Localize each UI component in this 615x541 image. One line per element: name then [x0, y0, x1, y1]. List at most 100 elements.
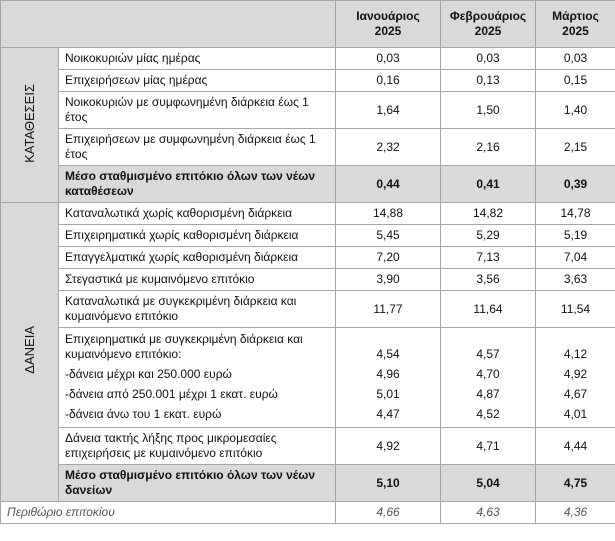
row-label: Καταναλωτικά χωρίς καθορισμένη διάρκεια — [58, 202, 336, 225]
subrow-label: -δάνεια από 250.001 μέχρι 1 εκατ. ευρώ — [65, 387, 278, 401]
value-cell: 4,12 4,92 4,67 4,01 — [535, 327, 615, 428]
data-row: ΔΑΝΕΙΑ Καταναλωτικά χωρίς καθορισμένη διά… — [0, 202, 615, 502]
value-cell: 1,40 — [535, 91, 615, 129]
row-label: Επιχειρήσεων με συμφωνημένη διάρκεια έως… — [58, 128, 336, 166]
rates-table: Ιανουάριος 2025 Φεβρουάριος 2025 Μάρτιος 2025… — [0, 0, 615, 524]
value-cell: 0,15 — [535, 69, 615, 92]
value-cell: 1,64 — [335, 91, 441, 129]
row-label: Καταναλωτικά με συγκεκριμένη διάρκεια κα… — [58, 290, 336, 328]
subrow-label: -δάνεια μέχρι και 250.000 ευρώ — [65, 367, 232, 381]
data-row: Νοικοκυριών με συμφωνημένη διάρκεια έως … — [1, 91, 615, 129]
spacer — [447, 332, 529, 344]
value-cell: 4,54 4,96 5,01 4,47 — [335, 327, 441, 428]
table-body: ΚΑΤΑΘΕΣΕΙΣ Νοικοκυριών μίας ημέρας 0,03 0,0… — [0, 47, 615, 524]
data-row: Επιχειρηματικά με συγκεκριμένη διάρκεια … — [1, 327, 615, 428]
value-cell: 5,19 — [535, 224, 615, 247]
value-cell: 3,63 — [535, 268, 615, 291]
value-cell: 2,32 — [335, 128, 441, 166]
spacer — [542, 332, 609, 344]
subrow-value: 4,52 — [476, 407, 500, 421]
column-header: Ιανουάριος 2025 — [335, 0, 441, 48]
value-cell: 0,13 — [440, 69, 536, 92]
header-year: 2025 — [562, 24, 589, 38]
value-cell: 7,04 — [535, 246, 615, 269]
subrow-value: 4,87 — [476, 387, 500, 401]
row-label: Επιχειρήσεων μίας ημέρας — [58, 69, 336, 92]
footer-row: Περιθώριο επιτοκίου 4,66 4,63 4,36 — [0, 501, 615, 524]
value-cell: 14,78 — [535, 202, 615, 225]
column-header: Μάρτιος 2025 — [535, 0, 615, 48]
value-cell: 0,03 — [535, 47, 615, 70]
value-cell: 0,39 — [535, 165, 615, 203]
subrow-value: 4,70 — [476, 367, 500, 381]
value-cell: 0,03 — [335, 47, 441, 70]
value-cell: 1,50 — [440, 91, 536, 129]
column-header: Φεβρουάριος 2025 — [440, 0, 536, 48]
value-cell: 5,29 — [440, 224, 536, 247]
subrow-value: 4,01 — [563, 407, 588, 421]
row-label: Νοικοκυριών μίας ημέρας — [58, 47, 336, 70]
row-label: Μέσο σταθμισμένο επιτόκιο όλων των νέων … — [58, 165, 336, 203]
data-row: Επιχειρήσεων με συμφωνημένη διάρκεια έως… — [1, 128, 615, 166]
row-label: Δάνεια τακτής λήξης προς μικρομεσαίες επ… — [58, 427, 336, 465]
value-cell: 4,92 — [335, 427, 441, 465]
value-cell: 4,75 — [535, 464, 615, 502]
header-month: Φεβρουάριος — [449, 9, 527, 23]
header-year: 2025 — [474, 24, 502, 38]
row-label: Στεγαστικά με κυμαινόμενο επιτόκιο — [58, 268, 336, 291]
footer-value: 4,66 — [335, 501, 441, 524]
value: 4,12 — [563, 347, 588, 361]
header-year: 2025 — [374, 24, 402, 38]
value-cell: 3,90 — [335, 268, 441, 291]
value-cell: 5,10 — [335, 464, 441, 502]
data-row: Δάνεια τακτής λήξης προς μικρομεσαίες επ… — [1, 427, 615, 465]
data-row: Στεγαστικά με κυμαινόμενο επιτόκιο 3,90 3,… — [1, 268, 615, 291]
data-row: ΚΑΤΑΘΕΣΕΙΣ Νοικοκυριών μίας ημέρας 0,03 0,0… — [0, 47, 615, 203]
data-row: Επιχειρηματικά χωρίς καθορισμένη διάρκει… — [1, 224, 615, 247]
subrow-value: 4,47 — [376, 407, 400, 421]
header-row: Ιανουάριος 2025 Φεβρουάριος 2025 Μάρτιος 2025 — [0, 0, 615, 48]
subrow-value: 5,01 — [376, 387, 400, 401]
subrow-value: 4,92 — [563, 367, 588, 381]
value-cell: 5,45 — [335, 224, 441, 247]
row-label: Μέσο σταθμισμένο επιτόκιο όλων των νέων … — [58, 464, 336, 502]
value-cell: 11,54 — [535, 290, 615, 328]
value-cell: 4,44 — [535, 427, 615, 465]
value-cell: 7,13 — [440, 246, 536, 269]
section-title: ΚΑΤΑΘΕΣΕΙΣ — [22, 83, 37, 163]
value-cell: 3,56 — [440, 268, 536, 291]
value-cell: 11,64 — [440, 290, 536, 328]
data-row: Επαγγελματικά χωρίς καθορισμένη διάρκεια… — [1, 246, 615, 269]
subrow-value: 4,67 — [563, 387, 588, 401]
spacer — [342, 332, 434, 344]
row-label: Επαγγελματικά χωρίς καθορισμένη διάρκεια — [58, 246, 336, 269]
subrow-label: -δάνεια άνω του 1 εκατ. ευρώ — [65, 407, 222, 421]
data-row: Καταναλωτικά με συγκεκριμένη διάρκεια κα… — [1, 290, 615, 328]
value-cell: 0,03 — [440, 47, 536, 70]
value-cell: 5,04 — [440, 464, 536, 502]
value: 4,57 — [476, 347, 500, 361]
value-cell: 4,57 4,70 4,87 4,52 — [440, 327, 536, 428]
row-label: Επιχειρηματικά με συγκεκριμένη διάρκεια … — [58, 327, 336, 428]
data-row: Επιχειρήσεων μίας ημέρας 0,16 0,13 0,15 — [1, 69, 615, 92]
row-label: Νοικοκυριών με συμφωνημένη διάρκεια έως … — [58, 91, 336, 129]
header-month: Μάρτιος — [552, 9, 599, 23]
value-cell: 4,71 — [440, 427, 536, 465]
value: 4,54 — [376, 347, 400, 361]
value-cell: 0,16 — [335, 69, 441, 92]
value-cell: 2,16 — [440, 128, 536, 166]
section-title: ΔΑΝΕΙΑ — [22, 326, 37, 374]
row-label: Επιχειρηματικά χωρίς καθορισμένη διάρκει… — [58, 224, 336, 247]
value-cell: 7,20 — [335, 246, 441, 269]
section-cell: ΔΑΝΕΙΑ — [0, 202, 59, 502]
section-cell: ΚΑΤΑΘΕΣΕΙΣ — [0, 47, 59, 203]
footer-label: Περιθώριο επιτοκίου — [0, 501, 336, 524]
footer-value: 4,63 — [440, 501, 536, 524]
row-label-main: Επιχειρηματικά με συγκεκριμένη διάρκεια … — [65, 332, 303, 361]
summary-row: Μέσο σταθμισμένο επιτόκιο όλων των νέων … — [1, 464, 615, 502]
value-cell: 11,77 — [335, 290, 441, 328]
summary-row: Μέσο σταθμισμένο επιτόκιο όλων των νέων … — [1, 165, 615, 203]
value-cell: 0,41 — [440, 165, 536, 203]
header-blank — [0, 0, 336, 48]
value-cell: 14,88 — [335, 202, 441, 225]
